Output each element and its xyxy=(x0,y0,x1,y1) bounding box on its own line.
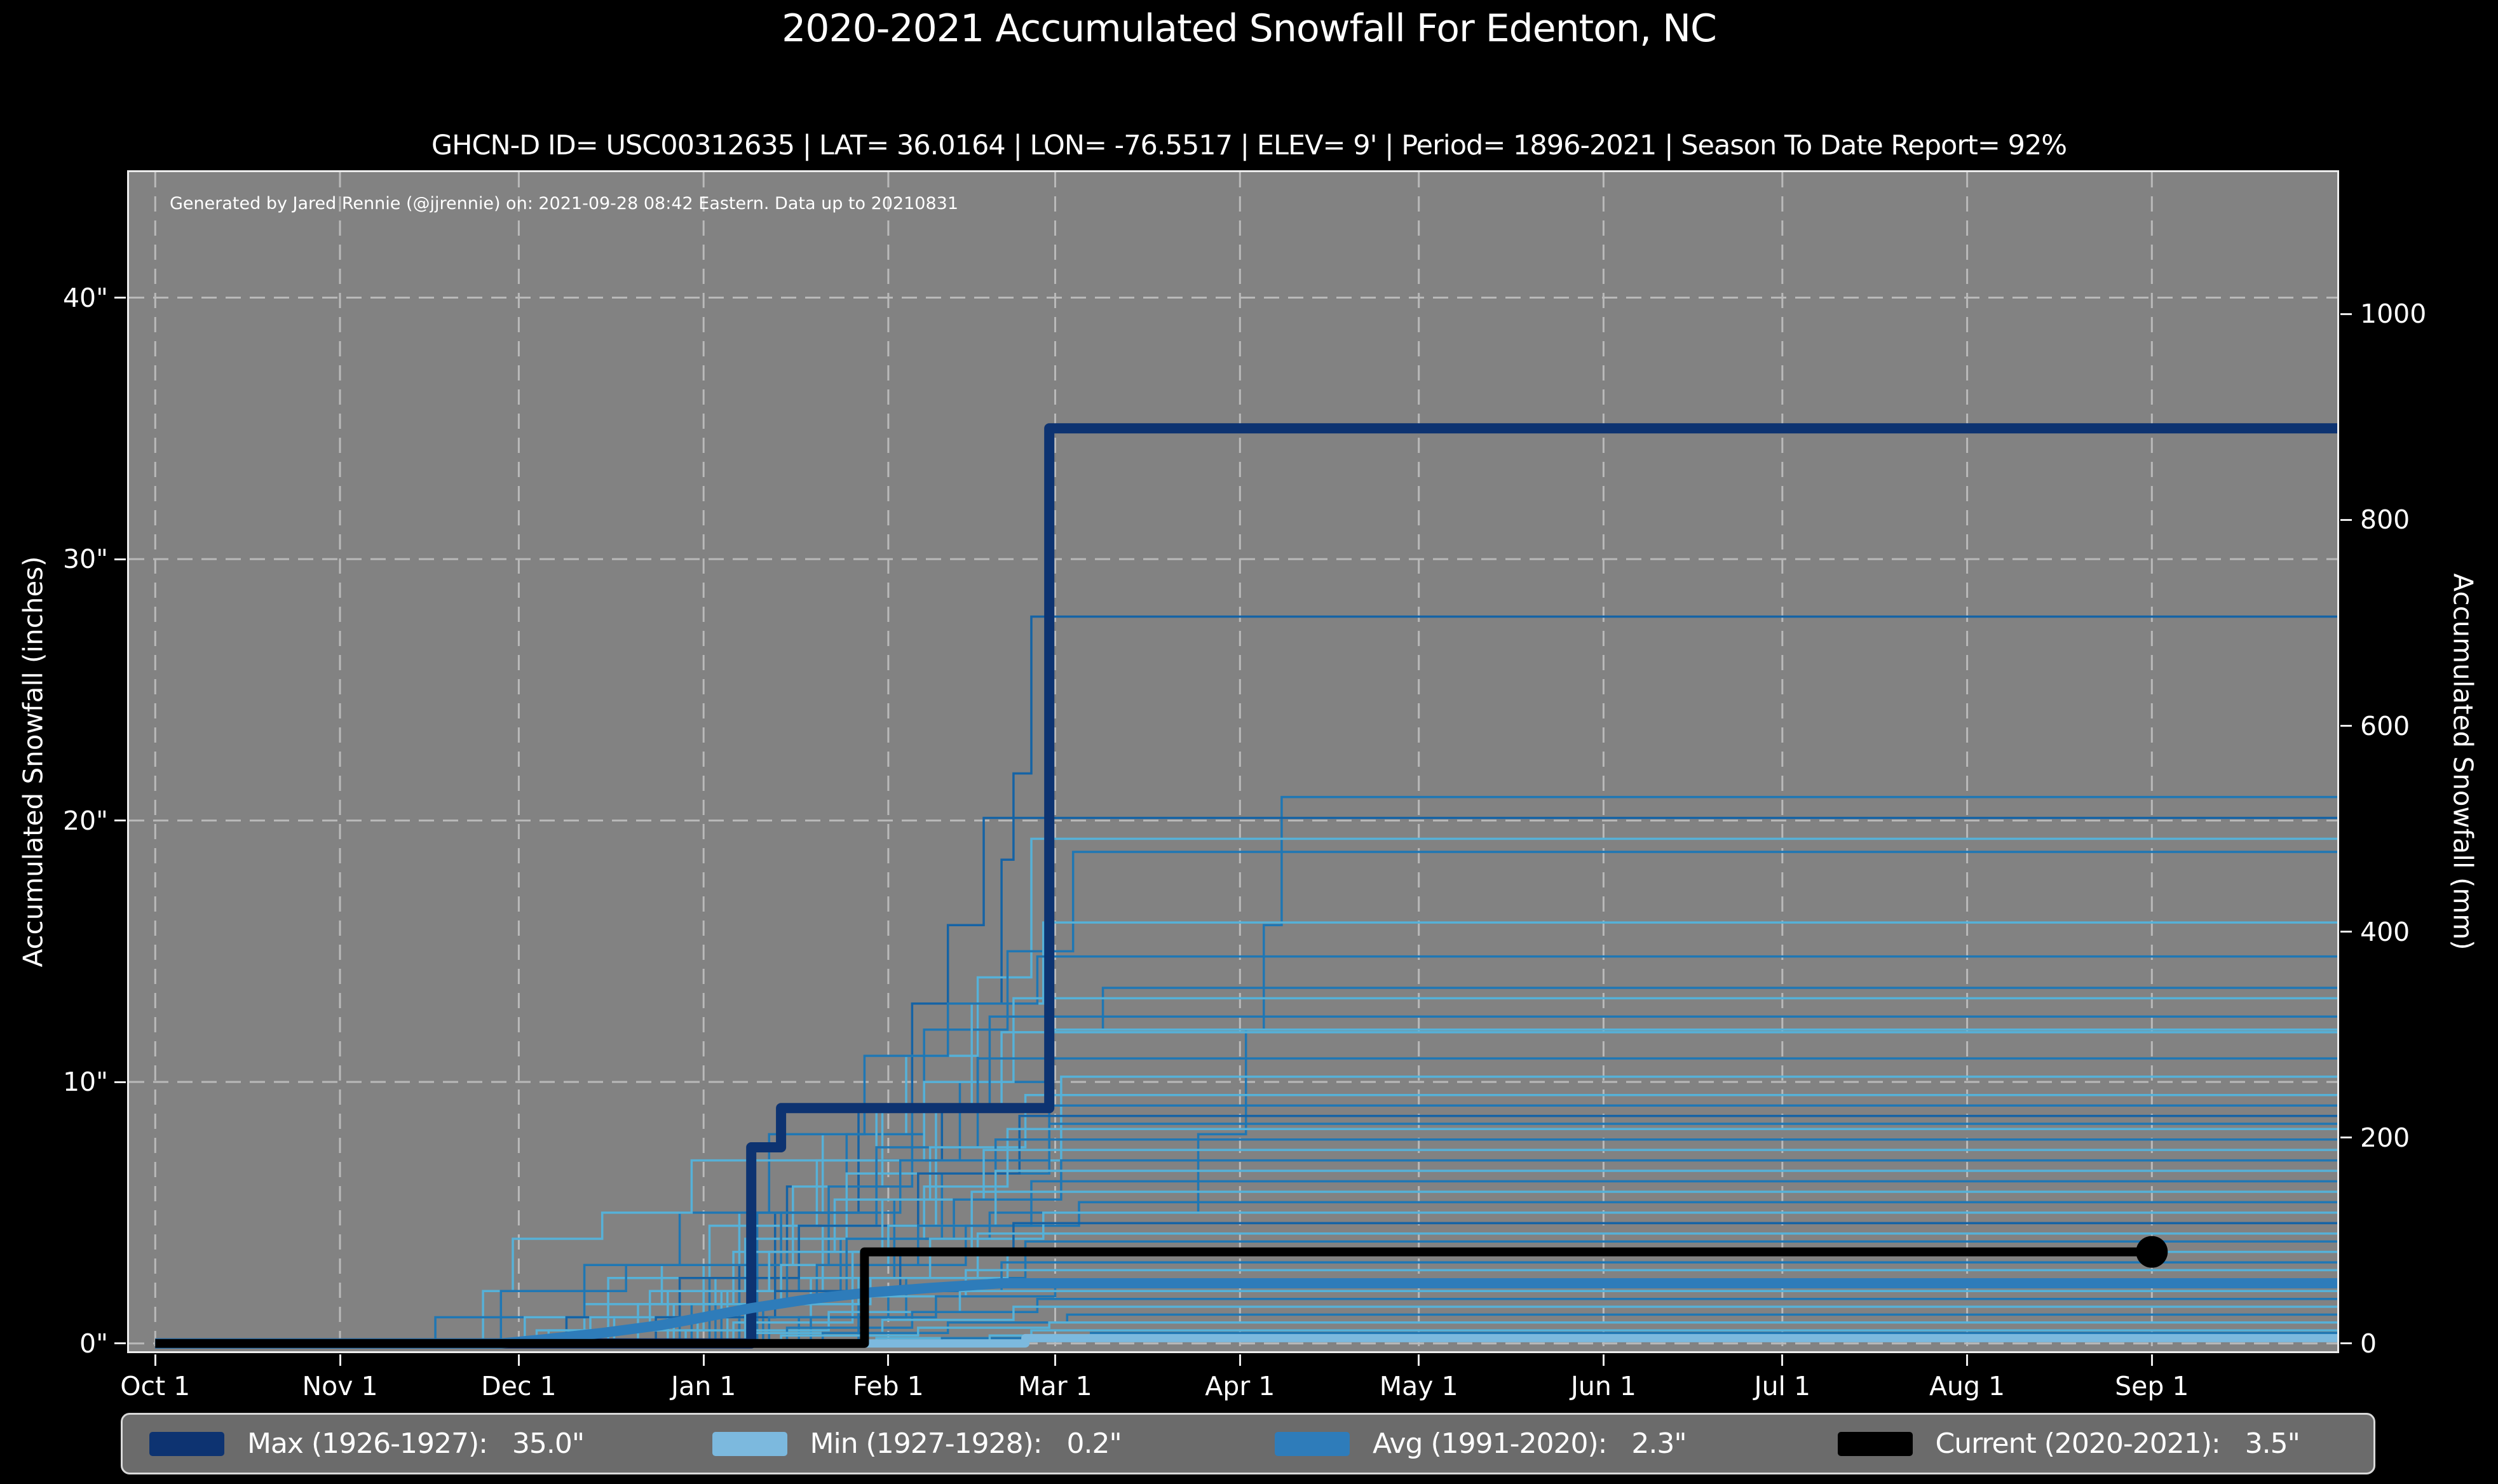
x-tick-mark xyxy=(1966,1354,1969,1366)
y-left-tick-mark xyxy=(114,820,126,822)
y-left-tick-label: 10" xyxy=(62,1067,108,1098)
x-tick-label: Mar 1 xyxy=(1018,1371,1092,1401)
y-right-tick-mark xyxy=(2340,313,2352,315)
legend-label-avg: Avg (1991-2020): 2.3" xyxy=(1373,1427,1687,1460)
x-tick-label: Jan 1 xyxy=(670,1371,737,1401)
y-left-tick-mark xyxy=(114,297,126,299)
y-left-tick-label: 0" xyxy=(79,1328,108,1359)
y-right-tick-label: 400 xyxy=(2360,916,2410,947)
x-tick-mark xyxy=(702,1354,705,1366)
x-tick-label: May 1 xyxy=(1379,1371,1458,1401)
x-tick-label: Sep 1 xyxy=(2115,1371,2189,1401)
x-tick-mark xyxy=(1602,1354,1605,1366)
y-left-tick-mark xyxy=(114,1342,126,1345)
y-right-tick-mark xyxy=(2340,518,2352,521)
x-tick-mark xyxy=(2150,1354,2153,1366)
y-right-tick-mark xyxy=(2340,725,2352,727)
x-tick-mark xyxy=(887,1354,890,1366)
page-title: 2020-2021 Accumulated Snowfall For Edent… xyxy=(782,6,1717,51)
chart-svg xyxy=(129,172,2337,1351)
y-left-tick-label: 20" xyxy=(62,805,108,836)
legend-swatch-current xyxy=(1837,1431,1913,1456)
y-right-axis-label: Accumulated Snowfall (mm) xyxy=(2447,573,2479,950)
y-left-tick-label: 40" xyxy=(62,282,108,313)
x-tick-mark xyxy=(1054,1354,1057,1366)
y-right-tick-mark xyxy=(2340,931,2352,933)
chart-subtitle: GHCN-D ID= USC00312635 | LAT= 36.0164 | … xyxy=(431,130,2067,161)
y-left-tick-mark xyxy=(114,558,126,560)
y-left-tick-mark xyxy=(114,1081,126,1083)
legend: Max (1926-1927): 35.0" Min (1927-1928): … xyxy=(121,1413,2375,1474)
y-right-tick-mark xyxy=(2340,1137,2352,1139)
attribution-note: Generated by Jared Rennie (@jjrennie) on… xyxy=(170,194,959,213)
y-right-tick-label: 1000 xyxy=(2360,299,2427,330)
legend-item-current: Current (2020-2021): 3.5" xyxy=(1811,1427,2374,1460)
x-tick-label: Jul 1 xyxy=(1754,1371,1811,1401)
x-tick-mark xyxy=(1781,1354,1784,1366)
y-left-tick-label: 30" xyxy=(62,544,108,575)
x-tick-label: Nov 1 xyxy=(302,1371,378,1401)
plot-area: Generated by Jared Rennie (@jjrennie) on… xyxy=(127,170,2339,1353)
x-tick-label: Dec 1 xyxy=(481,1371,557,1401)
y-left-axis-label: Accumulated Snowfall (inches) xyxy=(17,556,49,968)
legend-item-min: Min (1927-1928): 0.2" xyxy=(686,1427,1249,1460)
x-tick-mark xyxy=(154,1354,156,1366)
legend-item-avg: Avg (1991-2020): 2.3" xyxy=(1248,1427,1811,1460)
legend-label-min: Min (1927-1928): 0.2" xyxy=(810,1427,1122,1460)
legend-label-max: Max (1926-1927): 35.0" xyxy=(247,1427,585,1460)
y-right-tick-label: 200 xyxy=(2360,1122,2410,1153)
legend-swatch-min xyxy=(712,1431,787,1456)
legend-swatch-avg xyxy=(1275,1431,1350,1456)
legend-item-max: Max (1926-1927): 35.0" xyxy=(123,1427,686,1460)
x-tick-mark xyxy=(1239,1354,1241,1366)
x-tick-label: Aug 1 xyxy=(1929,1371,2006,1401)
y-right-tick-mark xyxy=(2340,1342,2352,1345)
x-tick-mark xyxy=(517,1354,520,1366)
legend-label-current: Current (2020-2021): 3.5" xyxy=(1935,1427,2300,1460)
legend-swatch-max xyxy=(149,1431,224,1456)
x-tick-label: Oct 1 xyxy=(120,1371,191,1401)
x-tick-label: Feb 1 xyxy=(853,1371,924,1401)
x-tick-label: Apr 1 xyxy=(1205,1371,1275,1401)
x-tick-mark xyxy=(339,1354,341,1366)
x-tick-mark xyxy=(1418,1354,1420,1366)
y-right-tick-label: 800 xyxy=(2360,504,2410,536)
y-right-tick-label: 600 xyxy=(2360,710,2410,741)
y-right-tick-label: 0 xyxy=(2360,1328,2377,1359)
x-tick-label: Jun 1 xyxy=(1570,1371,1636,1401)
